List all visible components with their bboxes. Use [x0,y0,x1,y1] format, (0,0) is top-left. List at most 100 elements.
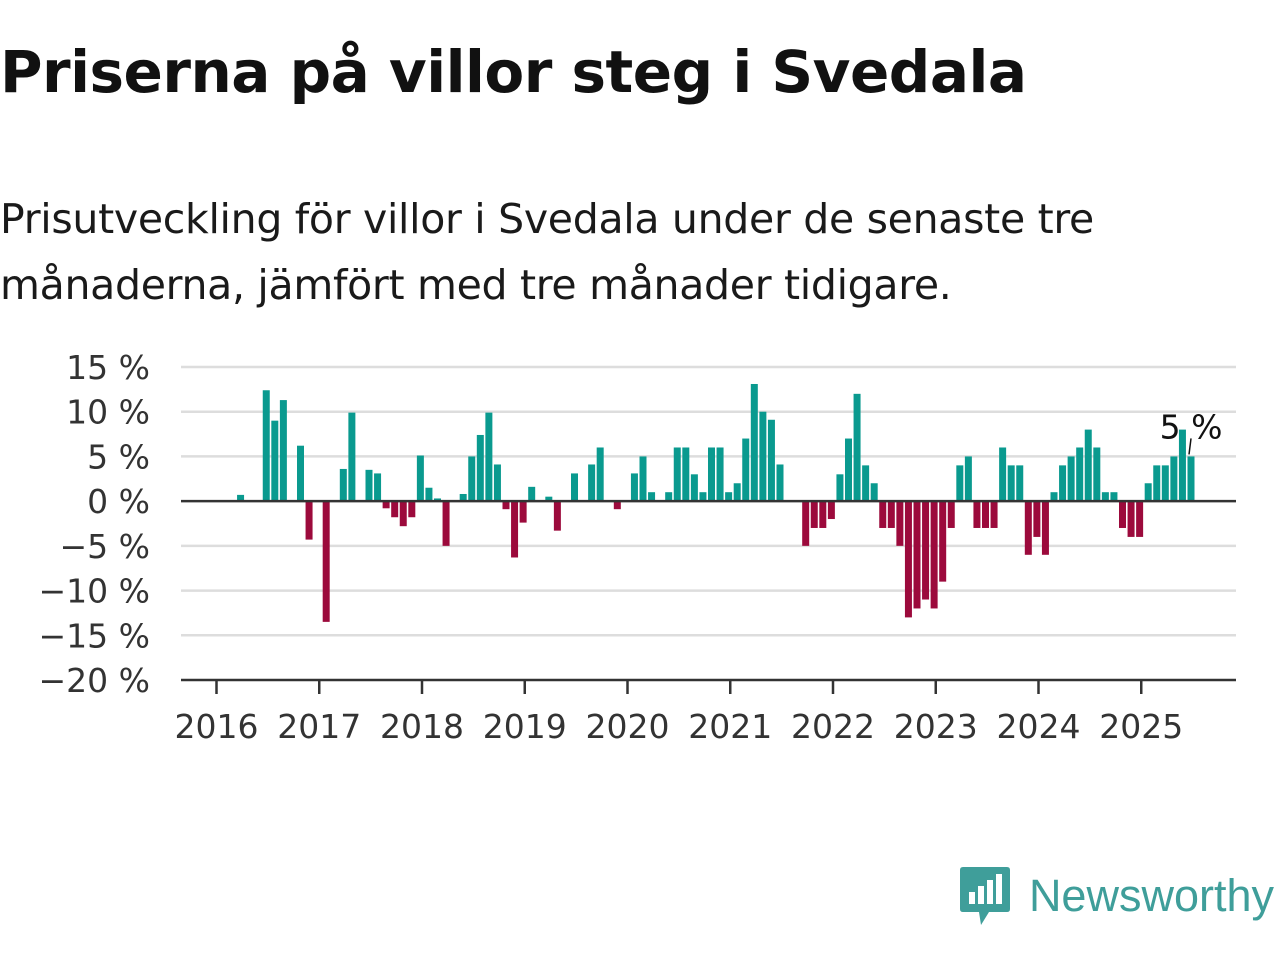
bar-negative [819,501,827,528]
annotation-label: 5 % [1160,407,1223,446]
bar-positive [297,445,304,502]
bar-negative [322,501,330,622]
newsworthy-logo-icon [959,867,1010,925]
bar-positive [870,483,878,502]
x-tick-label: 2024 [997,707,1081,746]
bar-positive [999,447,1007,502]
bar-negative [408,501,416,518]
bar-positive [1076,447,1084,502]
bar-positive [279,400,287,502]
bar-positive [1144,483,1152,502]
bar-positive [716,447,724,502]
x-tick-label: 2021 [688,707,772,746]
bar-negative [511,501,519,558]
bar-positive [262,390,270,502]
bar-positive [708,447,715,502]
bar-positive [365,469,373,502]
bar-positive [1161,465,1169,502]
y-tick-label: 0 % [87,482,150,521]
bar-positive [1007,465,1015,502]
bar-negative [442,501,450,546]
bar-chart: 15 % 10 % 5 % 0 % −5 % −10 % −15 % −20 % 2016 201… [39,348,1236,746]
bar-positive [545,496,553,502]
bar-positive [964,456,972,502]
y-tick-label: −10 % [39,572,151,611]
bar-positive [485,412,493,502]
bar-negative [879,501,887,528]
bar-positive [733,483,741,502]
y-tick-label: −20 % [39,661,151,700]
bar-negative [502,501,510,510]
bar-positive [845,438,852,502]
bar-positive [750,383,758,502]
bar-positive [682,447,690,502]
bar-positive [699,492,707,502]
bar-positive [956,465,964,502]
annotation-line [1188,438,1192,455]
bar-positive [690,474,698,502]
bar-positive [339,468,347,502]
bar-positive [571,473,578,502]
bar-positive [1059,465,1067,502]
bar-positive [1050,492,1058,502]
bar-negative [613,501,621,510]
bar-negative [382,501,390,509]
brand-logo[interactable]: Newsworthy [959,864,1274,928]
bar-negative [930,501,938,609]
x-tick-label: 2018 [380,707,464,746]
bar-negative [553,501,561,531]
bar-positive [853,393,861,502]
bar-positive [528,486,536,502]
bar-positive [588,464,596,502]
bar-positive [1170,456,1178,502]
bar-negative [399,501,407,527]
bar-positive [630,473,638,502]
bar-positive [836,474,844,502]
bar-positive [493,464,501,502]
bar-negative [896,501,904,546]
bar-negative [904,501,912,618]
bar-positive [374,473,382,502]
bar-positive [1187,456,1195,502]
bar-negative [827,501,835,520]
bar-positive [767,419,775,502]
bar-positive [468,456,476,502]
y-tick-label: −15 % [39,616,151,655]
bar-negative [1041,501,1049,555]
bar-negative [1033,501,1041,537]
bar-negative [913,501,921,609]
bar-negative [1127,501,1135,537]
bar-positive [759,411,767,502]
y-tick-label: 10 % [66,393,150,432]
bar-negative [810,501,818,528]
brand-name: Newsworthy [1028,870,1274,921]
y-tick-label: 5 % [87,437,150,476]
bar-positive [416,455,424,502]
bar-positive [639,456,647,502]
bar-positive [1067,456,1075,502]
bar-positive [348,412,356,502]
x-tick-label: 2017 [277,707,361,746]
bar-positive [1084,429,1092,502]
bar-positive [673,447,681,502]
bar-positive [459,493,467,502]
bar-positive [776,464,784,502]
bar-negative [1024,501,1032,555]
x-tick-label: 2022 [791,707,875,746]
bar-negative [982,501,989,528]
bar-positive [1016,465,1024,502]
bar-positive [862,465,870,502]
bar-positive [596,447,604,502]
bar-positive [434,498,441,502]
bar-negative [947,501,955,528]
bar-negative [887,501,895,528]
bar-positive [1093,447,1101,502]
bar-negative [990,501,998,528]
bar-negative [519,501,527,523]
x-tick-label: 2016 [175,707,259,746]
bar-positive [648,492,656,502]
bar-negative [1119,501,1126,528]
chart-subtitle: Prisutveckling för villor i Svedala unde… [0,195,1094,309]
bar-negative [939,501,947,582]
chart-title: Priserna på villor steg i Svedala [0,38,1027,106]
